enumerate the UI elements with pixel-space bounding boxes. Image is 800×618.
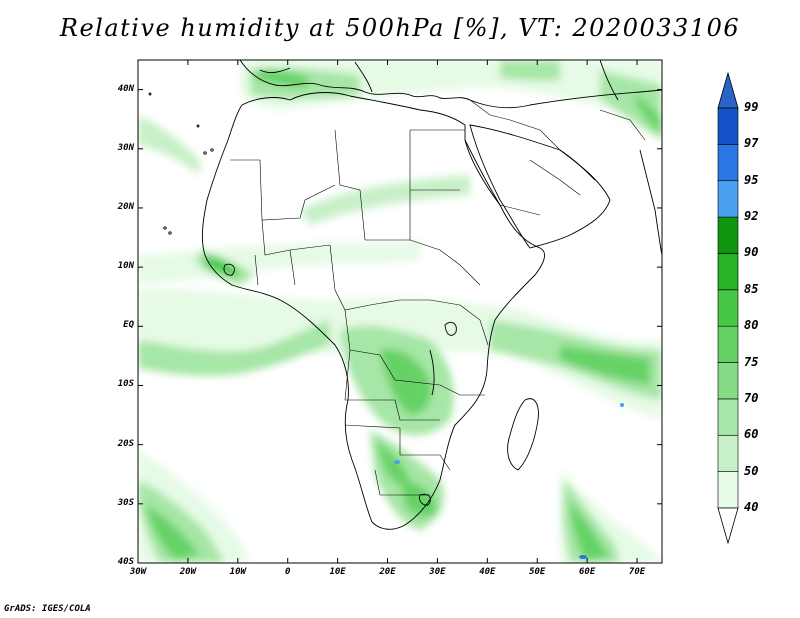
colorbar-level-label: 97	[744, 136, 759, 151]
lat-tick-label: EQ	[123, 320, 134, 331]
colorbar-segment	[717, 107, 739, 145]
lon-tick-label: 40E	[479, 567, 496, 577]
colorbar-min-arrow	[717, 507, 739, 545]
country-borders	[230, 99, 646, 496]
colorbar-segment	[717, 471, 739, 509]
colorbar-level-label: 60	[744, 427, 759, 442]
colorbar-segment	[717, 253, 739, 291]
colorbar-segment	[717, 289, 739, 327]
colorbar-segment	[717, 144, 739, 182]
map-title: Relative humidity at 500hPa [%], VT: 202…	[59, 14, 741, 42]
coastlines	[148, 60, 662, 530]
colorbar-segment	[717, 434, 739, 472]
colorbar-legend	[717, 71, 739, 545]
lat-tick-label: 10S	[117, 379, 134, 390]
lon-tick-label: 10E	[329, 567, 346, 577]
colorbar-segment	[717, 216, 739, 254]
colorbar-level-label: 95	[744, 172, 759, 187]
lat-tick-label: 20S	[117, 438, 134, 449]
colorbar-max-arrow	[717, 71, 739, 109]
grads-credit: GrADS: IGES/COLA	[4, 604, 91, 614]
lon-tick-label: 70E	[628, 567, 646, 577]
colorbar-level-label: 99	[744, 100, 759, 114]
map-frame	[137, 59, 663, 564]
colorbar-segment	[717, 362, 739, 400]
axis-ticks	[137, 60, 662, 564]
colorbar-level-label: 80	[744, 318, 759, 333]
lon-tick-label: 60E	[579, 567, 596, 577]
lon-tick-label: 20W	[179, 567, 197, 577]
colorbar-segment	[717, 398, 739, 436]
lon-tick-label: 30W	[129, 567, 147, 577]
colorbar-level-label: 90	[744, 245, 759, 260]
lat-tick-label: 10N	[117, 261, 134, 272]
humidity-field	[138, 60, 662, 563]
lat-tick-label: 30S	[117, 497, 134, 508]
colorbar-segment	[717, 325, 739, 363]
lon-tick-label: 10W	[229, 567, 246, 577]
colorbar-level-label: 75	[744, 354, 759, 369]
lon-tick-label: 0	[284, 567, 291, 577]
colorbar-level-label: 85	[744, 281, 759, 296]
lon-tick-label: 20E	[379, 567, 396, 577]
lat-tick-label: 40N	[117, 83, 134, 94]
lon-tick-label: 50E	[529, 567, 546, 577]
colorbar-level-label: 70	[744, 390, 759, 405]
colorbar-segment	[717, 180, 739, 218]
lat-tick-label: 40S	[117, 557, 134, 567]
colorbar-level-label: 50	[744, 463, 759, 478]
lat-tick-label: 30N	[117, 142, 134, 153]
lon-tick-label: 30E	[429, 567, 446, 577]
colorbar-level-label: 40	[744, 500, 759, 514]
colorbar-level-label: 92	[744, 209, 759, 224]
lat-tick-label: 20N	[117, 201, 134, 212]
